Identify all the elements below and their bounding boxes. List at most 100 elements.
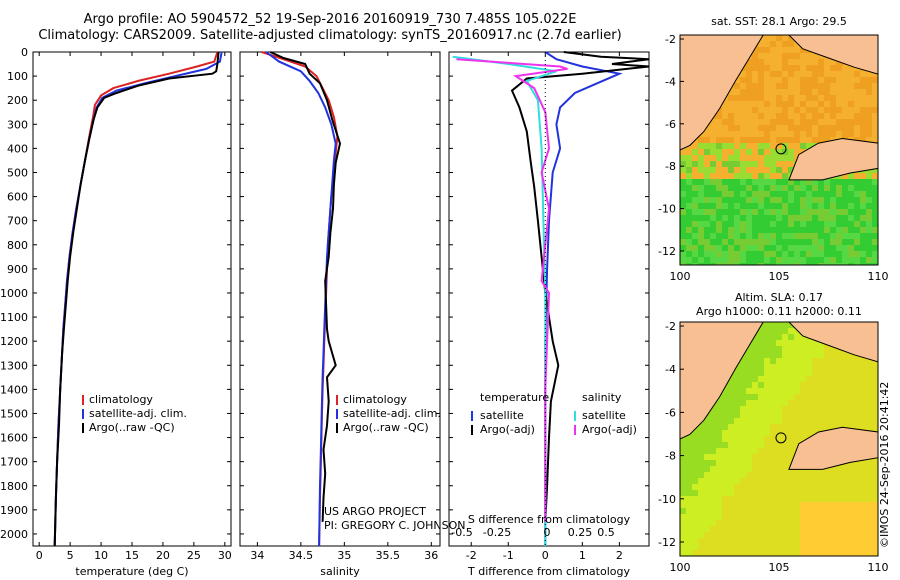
map-cell bbox=[692, 251, 698, 257]
map-cell bbox=[830, 544, 836, 550]
map-cell bbox=[836, 197, 842, 203]
map-cell bbox=[716, 233, 722, 239]
map-cell bbox=[722, 394, 728, 400]
map-cell bbox=[812, 185, 818, 191]
map-cell bbox=[788, 328, 794, 334]
map-cell bbox=[830, 514, 836, 520]
depth-tick-label: 0 bbox=[21, 46, 28, 59]
map-cell bbox=[740, 484, 746, 490]
map-cell bbox=[776, 65, 782, 71]
map-frame bbox=[679, 321, 879, 557]
map-cell bbox=[848, 65, 854, 71]
map-cell bbox=[860, 508, 866, 514]
map-cell bbox=[812, 263, 818, 265]
map-cell bbox=[866, 215, 872, 221]
map-cell bbox=[680, 484, 686, 490]
map-cell bbox=[692, 245, 698, 251]
map-cell bbox=[854, 406, 860, 412]
map-cell bbox=[872, 239, 878, 245]
map-cell bbox=[806, 209, 812, 215]
map-cell bbox=[776, 185, 782, 191]
map-cell bbox=[800, 424, 806, 430]
map-cell bbox=[734, 532, 740, 538]
map-cell bbox=[812, 245, 818, 251]
map-cell bbox=[776, 442, 782, 448]
legend-label: Argo(-adj) bbox=[480, 423, 535, 436]
map-cell bbox=[842, 358, 848, 364]
map-cell bbox=[740, 227, 746, 233]
map-cell bbox=[686, 161, 692, 167]
map-cell bbox=[734, 215, 740, 221]
map-cell bbox=[704, 448, 710, 454]
map-cell bbox=[734, 101, 740, 107]
map-cell bbox=[722, 400, 728, 406]
map-cell bbox=[842, 239, 848, 245]
map-cell bbox=[722, 113, 728, 119]
map-cell bbox=[794, 179, 800, 185]
map-cell bbox=[866, 508, 872, 514]
map-cell bbox=[752, 143, 758, 149]
map-cell bbox=[716, 179, 722, 185]
map-cell bbox=[776, 35, 782, 41]
map-cell bbox=[866, 496, 872, 502]
map-cell bbox=[848, 520, 854, 526]
map-cell bbox=[776, 514, 782, 520]
map-cell bbox=[788, 436, 794, 442]
map-y-tick-label: -6 bbox=[665, 118, 676, 131]
map-cell bbox=[716, 418, 722, 424]
map-cell bbox=[770, 466, 776, 472]
map-cell bbox=[710, 251, 716, 257]
map-cell bbox=[848, 370, 854, 376]
map-cell bbox=[818, 508, 824, 514]
map-cell bbox=[728, 239, 734, 245]
legend-label: climatology bbox=[89, 393, 153, 406]
map-cell bbox=[728, 107, 734, 113]
map-cell bbox=[806, 257, 812, 263]
map-cell bbox=[764, 496, 770, 502]
map-cell bbox=[686, 239, 692, 245]
map-cell bbox=[704, 430, 710, 436]
map-cell bbox=[764, 149, 770, 155]
map-cell bbox=[854, 119, 860, 125]
map-cell bbox=[782, 209, 788, 215]
map-cell bbox=[716, 400, 722, 406]
map-cell bbox=[734, 149, 740, 155]
map-cell bbox=[794, 203, 800, 209]
map-cell bbox=[728, 376, 734, 382]
map-cell bbox=[848, 197, 854, 203]
map-cell bbox=[836, 227, 842, 233]
map-cell bbox=[794, 538, 800, 544]
map-cell bbox=[782, 538, 788, 544]
map-cell bbox=[806, 107, 812, 113]
map-cell bbox=[740, 245, 746, 251]
map-cell bbox=[716, 119, 722, 125]
map-cell bbox=[830, 424, 836, 430]
map-cell bbox=[812, 95, 818, 101]
map-cell bbox=[848, 185, 854, 191]
map-cell bbox=[770, 460, 776, 466]
map-cell bbox=[830, 197, 836, 203]
map-cell bbox=[770, 155, 776, 161]
map-cell bbox=[692, 227, 698, 233]
map-cell bbox=[818, 544, 824, 550]
map-cell bbox=[866, 364, 872, 370]
map-cell bbox=[788, 454, 794, 460]
map-cell bbox=[704, 466, 710, 472]
map-cell bbox=[830, 203, 836, 209]
map-cell bbox=[824, 544, 830, 550]
map-cell bbox=[800, 346, 806, 352]
map-cell bbox=[758, 89, 764, 95]
map-cell bbox=[776, 520, 782, 526]
map-cell bbox=[782, 161, 788, 167]
map-cell bbox=[866, 71, 872, 77]
map-cell bbox=[866, 532, 872, 538]
map-cell bbox=[812, 340, 818, 346]
map-cell bbox=[788, 514, 794, 520]
map-cell bbox=[752, 149, 758, 155]
map-cell bbox=[782, 472, 788, 478]
map-cell bbox=[722, 472, 728, 478]
map-cell bbox=[734, 382, 740, 388]
map-cell bbox=[764, 137, 770, 143]
map-cell bbox=[746, 167, 752, 173]
map-cell bbox=[848, 376, 854, 382]
